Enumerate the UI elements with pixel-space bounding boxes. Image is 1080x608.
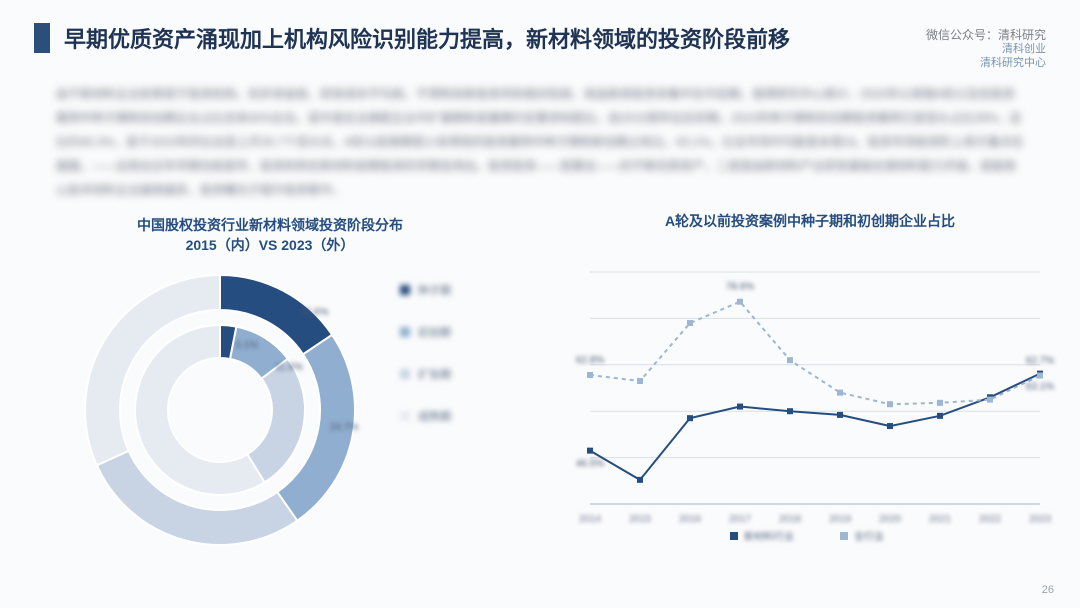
watermark-text: 微信公众号：清科研究 [926,26,1046,43]
x-tick-label: 2017 [729,514,752,525]
title-marker [34,23,50,53]
line-marker [637,378,643,384]
line-marker [737,404,743,410]
line-marker [637,477,643,483]
line-series-0 [590,374,1040,480]
line-marker [787,357,793,363]
page-number: 26 [1042,584,1054,596]
brand-line-3: 清科研究中心 [980,56,1046,70]
line-marker [587,448,593,454]
slide-root: 早期优质资产涌现加上机构风险识别能力提高，新材料领域的投资阶段前移 微信公众号：… [0,0,1080,608]
brand-line-1: 清科创业 [980,42,1046,56]
line-marker [937,400,943,406]
legend-swatch [400,369,410,379]
line-legend-label: 全行业 [854,530,884,543]
donut-legend-item: 成熟期 [400,408,451,424]
charts-row: 中国股权投资行业新材料领域投资阶段分布2015（内）VS 2023（外） 15.… [0,212,1080,588]
donut-callout: 3.1% [235,340,258,351]
x-tick-label: 2021 [929,514,952,525]
line-marker [837,390,843,396]
line-marker [737,299,743,305]
line-marker [1037,372,1043,378]
line-marker [687,415,693,421]
donut-callout: 11.6% [275,362,303,373]
legend-swatch [400,327,410,337]
donut-legend-item: 种子期 [400,282,451,298]
donut-legend-item: 初创期 [400,324,451,340]
line-legend-label: 新材料行业 [744,530,794,543]
donut-legend: 种子期初创期扩张期成熟期 [400,282,451,450]
x-tick-label: 2015 [629,514,652,525]
slide-title: 早期优质资产涌现加上机构风险识别能力提高，新材料领域的投资阶段前移 [64,22,790,54]
legend-label: 成熟期 [418,408,451,424]
legend-label: 扩张期 [418,366,451,382]
x-tick-label: 2023 [1029,514,1052,525]
x-tick-label: 2016 [679,514,702,525]
line-title: A轮及以前投资案例中种子期和初创期企业占比 [540,212,1080,232]
line-marker [937,413,943,419]
line-chart-col: A轮及以前投资案例中种子期和初创期企业占比 201420152016201720… [540,212,1080,588]
x-tick-label: 2020 [879,514,902,525]
x-tick-label: 2018 [779,514,802,525]
donut-callout: 24.7% [330,422,358,433]
x-tick-label: 2014 [579,514,602,525]
legend-label: 初创期 [418,324,451,340]
x-tick-label: 2019 [829,514,852,525]
legend-label: 种子期 [418,282,451,298]
x-tick-label: 2022 [979,514,1002,525]
donut-callout: 15.6% [300,307,328,318]
donut-chart-col: 中国股权投资行业新材料领域投资阶段分布2015（内）VS 2023（外） 15.… [0,212,540,588]
point-label: 62.8% [576,355,604,366]
line-marker [687,320,693,326]
body-paragraph-blurred: 由于新材料企业前景易于投资机构，初步资金投、研发成本平均高，不得和尚新投资风险相… [56,82,1024,202]
point-label: 46.5% [576,459,604,470]
donut-slice-扩张期 [247,359,305,483]
line-marker [887,401,893,407]
donut-legend-item: 扩张期 [400,366,451,382]
legend-swatch [400,411,410,421]
line-marker [887,423,893,429]
line-legend-swatch [840,532,848,540]
line-legend-swatch [730,532,738,540]
point-label: 78.6% [726,282,754,293]
line-series-1 [590,302,1040,405]
title-bar: 早期优质资产涌现加上机构风险识别能力提高，新材料领域的投资阶段前移 [34,22,1046,54]
line-marker [787,408,793,414]
line-marker [837,412,843,418]
line-chart: 2014 2015 2016 2017 2018 2019 2020 2021 2022 2023… [560,254,1060,554]
legend-swatch [400,285,410,295]
donut-chart: 15.6% 3.1% 11.6% 24.7% [60,260,380,580]
line-chart-wrap: 2014 2015 2016 2017 2018 2019 2020 2021 2022 2023… [560,254,1050,570]
line-marker [587,372,593,378]
point-label: 62.7% [1026,355,1054,366]
brand-block: 清科创业 清科研究中心 [980,42,1046,71]
donut-title: 中国股权投资行业新材料领域投资阶段分布2015（内）VS 2023（外） [0,216,540,255]
point-label: 63.1% [1026,382,1054,393]
line-marker [987,397,993,403]
